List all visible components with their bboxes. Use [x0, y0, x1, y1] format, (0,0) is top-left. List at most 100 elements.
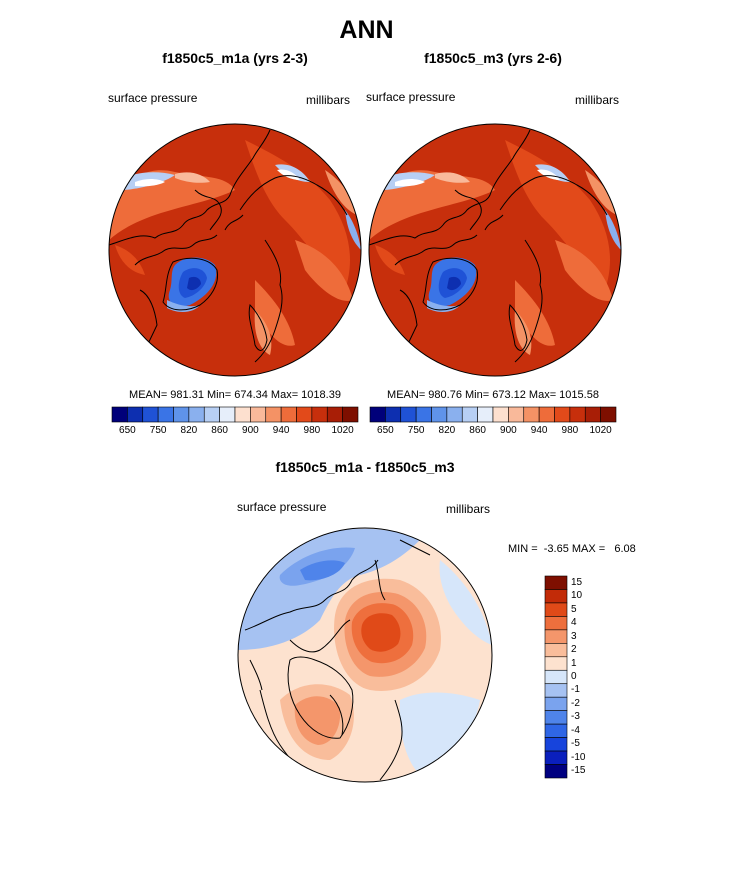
panel-2-variable-label: surface pressure	[366, 90, 456, 104]
colorbar-tick-label: -5	[571, 738, 580, 750]
colorbar-swatch	[296, 406, 313, 423]
diff-colorbar	[544, 575, 568, 779]
colorbar-tick-label: 750	[407, 425, 425, 436]
colorbar-tick-label: 1	[571, 657, 577, 669]
colorbar-tick-label: 900	[242, 425, 259, 436]
colorbar-swatch	[188, 406, 205, 423]
colorbar-tick-label: 820	[180, 425, 198, 436]
colorbar-tick-label: -2	[571, 697, 580, 709]
colorbar-tick-label: 820	[438, 425, 456, 436]
colorbar-swatch	[265, 406, 282, 423]
colorbar-tick-label: -4	[571, 724, 580, 736]
colorbar-swatch	[508, 406, 525, 423]
colorbar-tick-label: 980	[561, 425, 579, 436]
colorbar-swatch	[342, 406, 359, 423]
colorbar-swatch	[544, 683, 568, 698]
colorbar-swatch	[554, 406, 571, 423]
panel-2-units-label: millibars	[575, 93, 620, 107]
diff-panel-title: f1850c5_m1a - f1850c5_m3	[275, 459, 455, 475]
colorbar-swatch	[203, 406, 220, 423]
colorbar-tick-label: 4	[571, 617, 577, 629]
colorbar-swatch	[415, 406, 432, 423]
colorbar-tick-label: -10	[571, 751, 586, 763]
colorbar-tick-label: 3	[571, 630, 577, 642]
panel-1-map-border	[108, 123, 362, 377]
colorbar-swatch	[544, 669, 568, 685]
colorbar-swatch	[234, 406, 251, 423]
colorbar-swatch	[311, 406, 328, 423]
colorbar-tick-label: 0	[571, 671, 577, 682]
colorbar-swatch	[569, 406, 586, 423]
diff-variable-label: surface pressure	[237, 500, 327, 514]
colorbar-tick-label: 2	[571, 644, 577, 656]
colorbar-swatch	[461, 406, 478, 423]
colorbar-swatch	[127, 406, 144, 423]
colorbar-swatch	[544, 710, 568, 725]
colorbar-swatch	[544, 696, 568, 711]
panel-1-stats: MEAN= 981.31 Min= 674.34 Max= 1018.39	[129, 389, 341, 401]
diff-map-border	[237, 527, 493, 783]
colorbar-tick-label: 860	[211, 425, 228, 436]
colorbar-tick-label: -3	[571, 711, 580, 723]
panel-2-map-border	[368, 123, 622, 377]
colorbar-swatch	[280, 406, 297, 423]
colorbar-swatch	[584, 406, 601, 423]
colorbar-swatch	[544, 575, 568, 590]
panel-1-title: f1850c5_m1a (yrs 2-3)	[162, 50, 308, 66]
colorbar-swatch	[431, 406, 448, 423]
colorbar-swatch	[544, 737, 568, 752]
colorbar-swatch	[173, 406, 190, 423]
colorbar-tick-label: 900	[500, 425, 517, 436]
colorbar-swatch	[544, 643, 568, 658]
colorbar-swatch	[111, 406, 128, 423]
colorbar-swatch	[477, 406, 494, 423]
colorbar-tick-label: 1020	[589, 425, 612, 436]
colorbar-tick-label: 860	[469, 425, 486, 436]
colorbar-swatch	[544, 602, 568, 617]
colorbar-swatch	[544, 723, 568, 738]
colorbar-swatch	[492, 406, 509, 423]
colorbar-tick-label: -15	[571, 765, 586, 777]
panel-1-map	[109, 124, 361, 376]
colorbar-swatch	[369, 406, 386, 423]
diff-stats: MIN = -3.65 MAX = 6.08	[508, 543, 636, 555]
colorbar-tick-label: 650	[119, 425, 136, 436]
colorbar-swatch	[446, 406, 463, 423]
colorbar-swatch	[157, 406, 174, 423]
colorbar-swatch	[250, 406, 267, 423]
colorbar-swatch	[544, 764, 568, 779]
panel-2-stats: MEAN= 980.76 Min= 673.12 Max= 1015.58	[387, 389, 599, 401]
colorbar-swatch	[544, 616, 568, 631]
colorbar-tick-label: 980	[303, 425, 321, 436]
colorbar-swatch	[142, 406, 159, 423]
colorbar-swatch	[219, 406, 236, 423]
colorbar-swatch	[326, 406, 343, 423]
diff-map	[238, 528, 492, 782]
colorbar-tick-label: 650	[377, 425, 394, 436]
panel-2-colorbar	[369, 406, 617, 423]
colorbar-swatch	[523, 406, 540, 423]
colorbar-swatch	[538, 406, 555, 423]
colorbar-tick-label: 940	[530, 425, 548, 436]
colorbar-tick-label: -1	[571, 684, 580, 696]
colorbar-tick-label: 750	[149, 425, 167, 436]
colorbar-swatch	[544, 656, 568, 671]
panel-2-map	[369, 124, 621, 376]
colorbar-tick-label: 10	[571, 590, 583, 602]
colorbar-swatch	[544, 629, 568, 644]
panel-2-title: f1850c5_m3 (yrs 2-6)	[424, 50, 562, 66]
colorbar-swatch	[385, 406, 402, 423]
colorbar-swatch	[400, 406, 417, 423]
colorbar-tick-label: 15	[571, 576, 583, 588]
panel-1-variable-label: surface pressure	[108, 91, 198, 105]
panel-1-units-label: millibars	[306, 93, 351, 107]
diff-units-label: millibars	[446, 502, 491, 516]
colorbar-tick-label: 1020	[331, 425, 354, 436]
main-title: ANN	[339, 16, 394, 44]
colorbar-tick-label: 940	[272, 425, 290, 436]
colorbar-swatch	[544, 589, 568, 604]
panel-1-colorbar	[111, 406, 359, 423]
colorbar-tick-label: 5	[571, 603, 577, 615]
colorbar-swatch	[600, 406, 617, 423]
